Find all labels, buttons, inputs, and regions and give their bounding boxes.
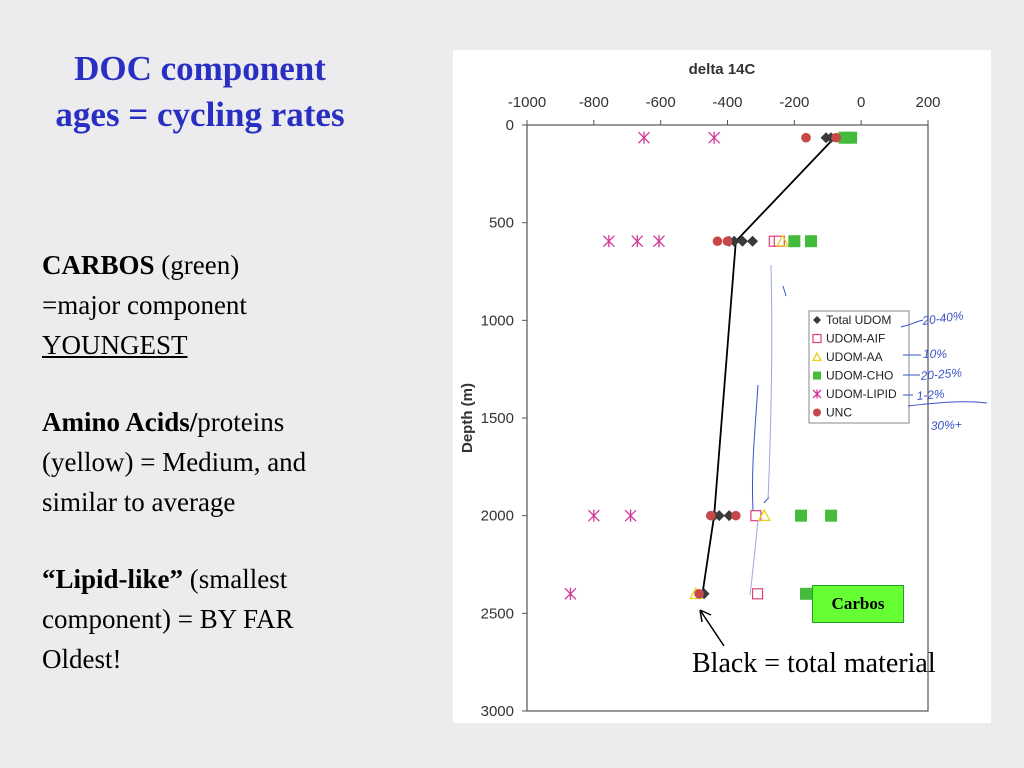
legend-udom-aa-icon — [811, 351, 823, 362]
unc-point — [694, 589, 704, 599]
x-ticks: -1000 -800 -600 -400 -200 0 200 — [508, 94, 941, 125]
udom-lipid-point — [631, 235, 644, 248]
y-tick-label: 3000 — [481, 703, 514, 720]
handwritten-percent: 20-25% — [919, 365, 963, 383]
udom-cho-point — [825, 509, 838, 522]
udom-aa-point — [776, 234, 790, 247]
y-tick-label: 2000 — [481, 508, 514, 525]
carbos-line2: =major component — [42, 289, 247, 320]
y-tick-label: 500 — [489, 215, 514, 232]
legend-label: UDOM-LIPID — [826, 387, 897, 401]
slide-body: CARBOS (green) =major component YOUNGEST… — [42, 246, 392, 717]
slide-title: DOC component ages = cycling rates — [55, 49, 345, 134]
udom-lipid-point — [637, 131, 650, 144]
note-tick-1 — [782, 285, 787, 297]
carbos-line3: YOUNGEST — [42, 329, 188, 360]
note-faint-line — [767, 264, 773, 501]
legend-udom-lipid-icon — [812, 389, 822, 399]
y-tick-label: 0 — [506, 117, 514, 134]
udom-lipid-point — [653, 235, 665, 248]
udom-lipid-point — [624, 509, 637, 522]
chart-legend: Total UDOM UDOM-AIF UDOM-AA UDOM-CHO UDOM-LI… — [808, 310, 910, 424]
chart-title: delta 14C — [689, 61, 756, 78]
y-tick-label: 1500 — [481, 410, 514, 427]
udom-lipid-point — [602, 235, 615, 248]
legend-udom-aif-icon — [812, 333, 822, 344]
carbos-paragraph: CARBOS (green) =major component YOUNGEST — [42, 246, 392, 366]
total-material-polyline — [701, 137, 836, 594]
legend-label: Total UDOM — [826, 313, 891, 327]
udom-lipid-point — [587, 509, 600, 522]
carbos-callout: Carbos — [812, 585, 904, 623]
unc-point — [801, 132, 811, 143]
lipid-paragraph: “Lipid-like” (smallest component) = BY F… — [42, 560, 392, 680]
handwritten-notes — [749, 264, 988, 596]
udom-cho-point — [788, 235, 801, 248]
amino-rest: proteins — [197, 406, 285, 437]
amino-paragraph: Amino Acids/proteins (yellow) = Medium, … — [42, 403, 392, 523]
handwritten-percent: 20-40% — [920, 308, 964, 328]
udom-aa-point — [757, 508, 771, 521]
amino-line2: (yellow) = Medium, and — [42, 446, 307, 477]
lipid-line3: Oldest! — [42, 643, 122, 674]
udom-cho-point — [845, 131, 858, 144]
x-tick-label: 200 — [915, 94, 940, 111]
udom-cho-point — [795, 509, 808, 522]
handwritten-percentages: 20-40% 10% 20-25% 1-2% 30%+ — [916, 308, 965, 433]
y-ticks: 0 500 1000 1500 2000 2500 3000 — [481, 117, 527, 720]
note-curve-1 — [751, 384, 759, 511]
total-material-line — [701, 137, 836, 594]
total-udom-point — [737, 235, 749, 247]
legend-label: UDOM-AIF — [826, 332, 885, 346]
amino-label: Amino Acids/ — [42, 406, 198, 437]
legend-box — [808, 310, 910, 424]
carbos-color-text: (green) — [154, 250, 240, 280]
handwritten-percent: 10% — [923, 347, 947, 361]
legend-label: UNC — [826, 406, 852, 420]
x-tick-label: 0 — [857, 94, 865, 111]
x-tick-label: -600 — [646, 94, 676, 111]
unc-point — [831, 132, 841, 143]
total-udom-point — [747, 235, 759, 247]
udom-cho-point — [805, 235, 818, 248]
legend-label: UDOM-CHO — [826, 369, 893, 383]
delta14c-depth-chart: delta 14C Depth (m) -1000 -800 -600 -400 -20… — [459, 61, 988, 720]
udom-aif-point — [751, 588, 764, 600]
x-tick-label: -200 — [779, 94, 809, 111]
udom-lipid-point — [708, 131, 721, 144]
udom-lipid-point — [564, 587, 577, 600]
note-line-5 — [907, 401, 988, 407]
handwritten-percent: 30%+ — [930, 417, 962, 433]
unc-point — [731, 510, 741, 521]
lipid-line2: component) = BY FAR — [42, 603, 294, 634]
note-faint-line-2 — [749, 519, 759, 596]
y-tick-label: 1000 — [481, 312, 514, 329]
y-tick-label: 2500 — [481, 605, 514, 622]
legend-udom-cho-icon — [813, 371, 821, 380]
arrow-head-icon — [699, 609, 712, 623]
lipid-label: “Lipid-like” — [42, 563, 184, 594]
x-tick-label: -400 — [712, 94, 742, 111]
note-line-1 — [900, 319, 924, 328]
unc-point — [705, 510, 716, 521]
legend-total-udom-icon — [813, 316, 821, 324]
y-axis-label: Depth (m) — [459, 383, 476, 453]
data-marks — [564, 131, 858, 600]
unc-point — [722, 236, 733, 247]
caption-arrow — [699, 609, 725, 647]
carbos-label: CARBOS — [42, 250, 155, 280]
lipid-rest: (smallest — [183, 563, 288, 594]
legend-unc-icon — [813, 408, 821, 417]
chart-caption: Black = total material — [692, 648, 936, 679]
arrow-shaft — [699, 609, 725, 647]
chart-panel: delta 14C Depth (m) -1000 -800 -600 -400 -20… — [453, 50, 991, 723]
x-tick-label: -800 — [579, 94, 609, 111]
udom-cho-point — [800, 587, 813, 600]
handwritten-percent: 1-2% — [916, 387, 945, 403]
x-tick-label: -1000 — [508, 94, 546, 111]
unc-point — [712, 236, 723, 247]
legend-label: UDOM-AA — [826, 350, 883, 364]
amino-line3: similar to average — [42, 486, 236, 517]
total-udom-point — [713, 510, 725, 522]
